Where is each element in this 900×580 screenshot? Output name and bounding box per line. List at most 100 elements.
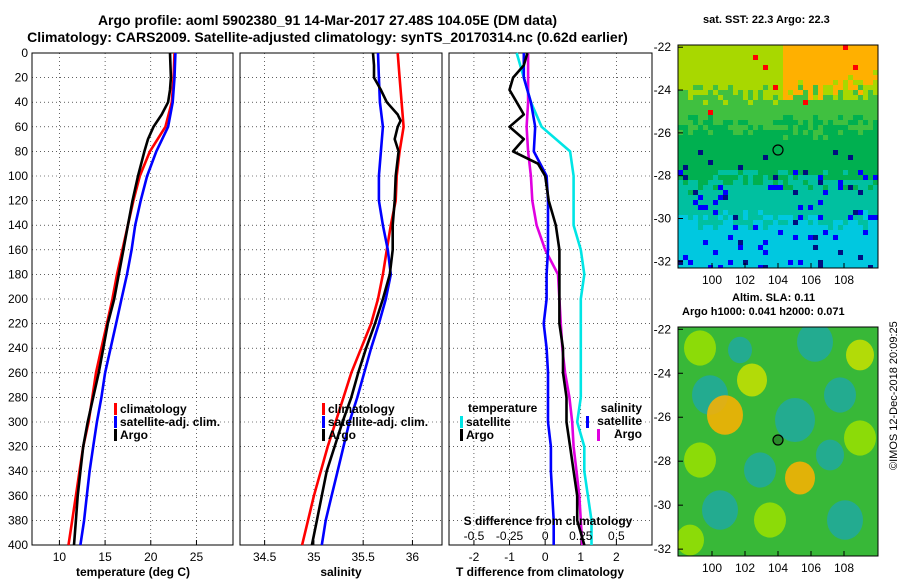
x-tick-label-top: -0.5 [464, 529, 485, 543]
sst-pixel [778, 160, 783, 165]
sst-pixel [703, 150, 708, 155]
sst-pixel [768, 165, 773, 170]
sst-pixel [688, 265, 693, 268]
sst-pixel [763, 85, 768, 90]
sst-pixel [783, 140, 788, 145]
sst-pixel [828, 235, 833, 240]
sst-pixel [688, 155, 693, 160]
sst-pixel [748, 50, 753, 55]
sst-pixel [808, 195, 813, 200]
sst-pixel [738, 125, 743, 130]
sst-pixel [723, 60, 728, 65]
sst-pixel [868, 190, 873, 195]
sst-pixel [698, 175, 703, 180]
sst-pixel [858, 75, 863, 80]
sst-pixel [843, 50, 848, 55]
sst-pixel [808, 175, 813, 180]
sst-pixel [688, 190, 693, 195]
sst-pixel [848, 115, 853, 120]
sst-pixel [748, 190, 753, 195]
sst-pixel [703, 175, 708, 180]
sst-pixel [713, 260, 718, 265]
sst-pixel [863, 125, 868, 130]
sst-pixel [828, 160, 833, 165]
sst-pixel [808, 50, 813, 55]
sst-pixel [808, 180, 813, 185]
sst-pixel [738, 170, 743, 175]
sst-pixel [718, 260, 723, 265]
sst-pixel [693, 225, 698, 230]
map-lat-label: -28 [654, 454, 672, 468]
sst-pixel [833, 90, 838, 95]
sst-pixel [748, 90, 753, 95]
sst-pixel [728, 225, 733, 230]
sst-pixel [718, 85, 723, 90]
sst-pixel [823, 60, 828, 65]
sst-pixel [803, 70, 808, 75]
sst-pixel [723, 145, 728, 150]
sst-pixel [698, 115, 703, 120]
sst-pixel [768, 235, 773, 240]
sst-pixel [798, 125, 803, 130]
sst-pixel [743, 220, 748, 225]
sst-pixel [788, 265, 793, 268]
sst-pixel [818, 95, 823, 100]
sst-pixel [848, 85, 853, 90]
y-tick-label: 100 [8, 169, 28, 183]
sst-pixel [833, 80, 838, 85]
sst-pixel [788, 100, 793, 105]
sst-pixel [718, 240, 723, 245]
sst-pixel [818, 225, 823, 230]
sst-pixel [728, 105, 733, 110]
sst-pixel [773, 195, 778, 200]
sst-pixel [768, 255, 773, 260]
sst-pixel [743, 260, 748, 265]
y-tick-label: 260 [8, 366, 28, 380]
sst-pixel [798, 235, 803, 240]
sst-pixel [838, 70, 843, 75]
sst-pixel [863, 110, 868, 115]
sst-pixel [838, 85, 843, 90]
sst-pixel [823, 135, 828, 140]
sst-pixel [863, 220, 868, 225]
sst-pixel [713, 60, 718, 65]
sst-pixel [743, 210, 748, 215]
sst-pixel [743, 45, 748, 50]
sst-pixel [713, 130, 718, 135]
sst-pixel [773, 105, 778, 110]
sst-pixel [808, 225, 813, 230]
sst-pixel [708, 190, 713, 195]
sst-pixel [718, 90, 723, 95]
sst-pixel [833, 125, 838, 130]
y-tick-label: 180 [8, 267, 28, 281]
sst-pixel [818, 250, 823, 255]
sst-pixel [868, 225, 873, 230]
sst-pixel [748, 240, 753, 245]
sst-pixel [703, 90, 708, 95]
sst-pixel [683, 250, 688, 255]
sst-pixel [848, 170, 853, 175]
sst-pixel [728, 115, 733, 120]
sst-pixel [813, 105, 818, 110]
sst-pixel [863, 185, 868, 190]
sst-pixel [788, 55, 793, 60]
sst-pixel [858, 130, 863, 135]
sst-pixel [858, 100, 863, 105]
sst-pixel [738, 60, 743, 65]
sst-pixel [678, 205, 683, 210]
sst-pixel [843, 205, 848, 210]
sst-pixel [828, 120, 833, 125]
sst-pixel [873, 65, 878, 70]
sst-pixel [833, 85, 838, 90]
sst-pixel [813, 55, 818, 60]
map-lon-label: 106 [801, 561, 821, 575]
sst-pixel [733, 200, 738, 205]
sst-pixel [728, 195, 733, 200]
sst-pixel [743, 95, 748, 100]
sst-pixel [708, 265, 713, 268]
x-tick-label: 20 [144, 550, 158, 564]
sst-pixel [763, 65, 768, 70]
sst-pixel [793, 195, 798, 200]
sst-pixel [768, 130, 773, 135]
sst-pixel [808, 135, 813, 140]
